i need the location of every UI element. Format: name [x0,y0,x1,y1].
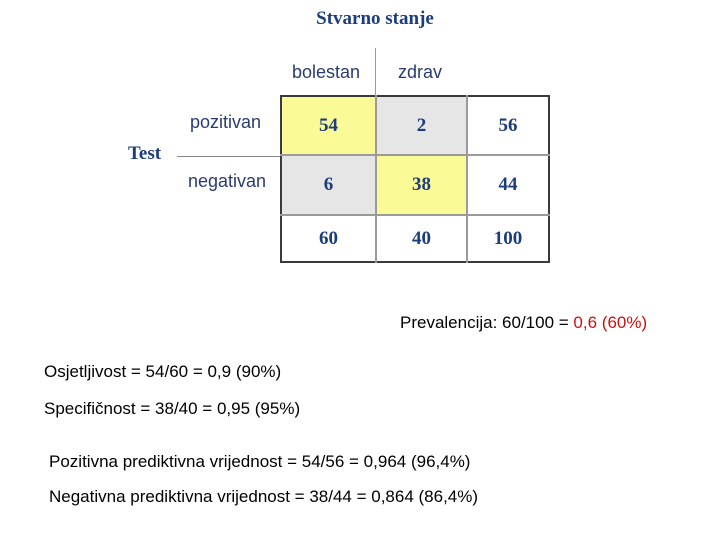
table-title: Stvarno stanje [316,8,434,29]
contingency-table [280,95,550,263]
cell-false-negative: 6 [282,156,375,214]
cell-col-total-zdrav: 40 [377,216,466,261]
grid-line [280,154,550,156]
cell-false-positive: 2 [377,97,466,154]
cell-row-total-positive: 56 [468,97,548,154]
ppv-line: Pozitivna prediktivna vrijednost = 54/56… [49,452,471,471]
col-header-bolestan: bolestan [292,62,361,82]
grid-line [466,95,468,263]
column-divider [375,48,376,96]
row-label-negativan: negativan [188,171,267,191]
grid-line [375,95,377,263]
test-connector-line [177,156,283,157]
cell-true-positive: 54 [282,97,375,154]
npv-line: Negativna prediktivna vrijednost = 38/44… [49,487,479,506]
sensitivity-line: Osjetljivost = 54/60 = 0,9 (90%) [44,362,282,381]
cell-row-total-negative: 44 [468,156,548,214]
cell-grand-total: 100 [468,216,548,261]
prevalence-line: Prevalencija: 60/100 = 0,6 (60%) [400,313,647,333]
cell-true-negative: 38 [377,156,466,214]
row-group-label-test: Test [128,143,162,164]
prevalence-value: 0,6 (60%) [573,313,648,332]
row-label-pozitivan: pozitivan [190,112,262,132]
grid-line [280,214,550,216]
col-header-zdrav: zdrav [398,62,443,82]
cell-col-total-bolestan: 60 [282,216,375,261]
prevalence-formula: Prevalencija: 60/100 = [400,313,574,332]
specificity-line: Specifičnost = 38/40 = 0,95 (95%) [44,399,301,418]
